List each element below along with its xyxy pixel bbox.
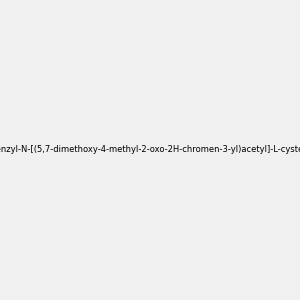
Text: S-benzyl-N-[(5,7-dimethoxy-4-methyl-2-oxo-2H-chromen-3-yl)acetyl]-L-cysteine: S-benzyl-N-[(5,7-dimethoxy-4-methyl-2-ox… (0, 146, 300, 154)
